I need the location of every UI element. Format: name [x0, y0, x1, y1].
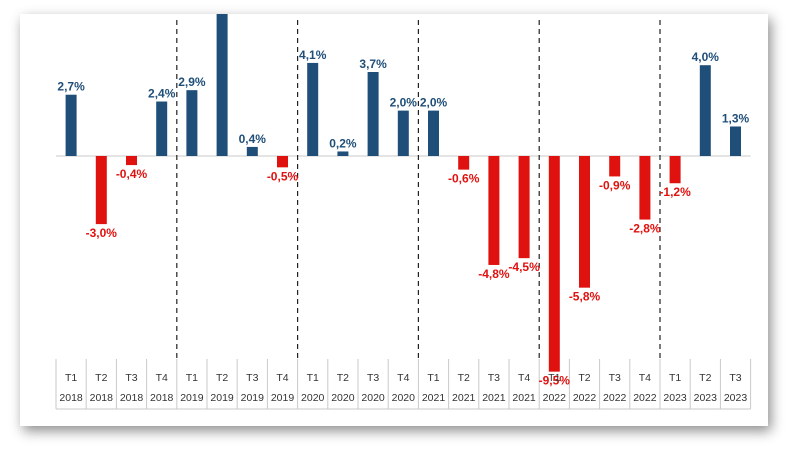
category-quarter-label: T3	[609, 372, 621, 384]
category-quarter-label: T1	[427, 372, 439, 384]
data-label: 3,7%	[359, 57, 387, 71]
data-label: 0,4%	[239, 132, 267, 146]
category-quarter-label: T2	[216, 372, 228, 384]
bar-chart: 2,7% T1 2018 -3,0% T2 2018 -0,4% T3 2018 2,4% T4 20…	[55, 14, 752, 410]
bar	[95, 156, 107, 225]
category-year-label: 2022	[603, 392, 627, 404]
category-year-label: 2020	[361, 392, 385, 404]
data-label: 2,9%	[178, 75, 206, 89]
category-quarter-label: T1	[307, 372, 319, 384]
category-year-label: 2019	[241, 392, 265, 404]
category-quarter-label: T2	[337, 372, 349, 384]
category-year-label: 2023	[663, 392, 687, 404]
data-label: -2,8%	[629, 222, 661, 236]
data-label: -0,6%	[448, 172, 480, 186]
category-year-label: 2022	[543, 392, 567, 404]
category-year-label: 2018	[59, 392, 83, 404]
category-quarter-label: T2	[699, 372, 711, 384]
bar	[730, 126, 741, 156]
category-year-label: 2020	[392, 392, 416, 404]
bar	[277, 156, 288, 168]
bar	[428, 110, 439, 156]
category-year-label: 2021	[422, 392, 446, 404]
category-quarter-label: T3	[125, 372, 137, 384]
category-quarter-label: T2	[458, 372, 470, 384]
category-quarter-label: T2	[578, 372, 590, 384]
data-label: -4,8%	[478, 267, 510, 281]
category-year-label: 2023	[724, 392, 748, 404]
bar	[337, 151, 349, 156]
bar	[307, 62, 319, 156]
bar	[699, 65, 711, 156]
data-label: -5,8%	[569, 290, 601, 304]
category-year-label: 2021	[452, 392, 476, 404]
category-year-label: 2021	[512, 392, 536, 404]
bar	[548, 156, 560, 372]
bar	[367, 72, 379, 156]
category-year-label: 2018	[90, 392, 114, 404]
category-year-label: 2018	[120, 392, 144, 404]
bar	[518, 156, 530, 259]
data-label: -0,4%	[116, 167, 148, 181]
bar	[458, 156, 470, 170]
data-label: 2,0%	[420, 96, 448, 110]
chart-card: 2,7% T1 2018 -3,0% T2 2018 -0,4% T3 2018 2,4% T4 20…	[20, 14, 768, 426]
bar	[65, 94, 77, 156]
category-quarter-label: T1	[186, 372, 198, 384]
category-year-label: 2019	[180, 392, 204, 404]
bar	[246, 146, 258, 156]
category-quarter-label: T3	[367, 372, 379, 384]
category-year-label: 2022	[633, 392, 657, 404]
category-quarter-label: T1	[548, 372, 560, 384]
data-label: -9,5%	[539, 374, 571, 388]
category-quarter-label: T4	[276, 372, 288, 384]
data-label: 4,1%	[299, 48, 327, 62]
data-label: 2,0%	[390, 96, 418, 110]
category-year-label: 2018	[150, 392, 174, 404]
bar	[126, 156, 137, 166]
category-quarter-label: T3	[488, 372, 500, 384]
data-label: 4,0%	[692, 50, 720, 64]
category-quarter-label: T1	[65, 372, 77, 384]
data-label: 1,3%	[722, 111, 750, 125]
category-year-label: 2021	[482, 392, 506, 404]
category-year-label: 2023	[694, 392, 718, 404]
category-year-label: 2020	[301, 392, 325, 404]
category-quarter-label: T4	[156, 372, 168, 384]
data-label: 2,4%	[148, 87, 176, 101]
bar	[216, 14, 228, 156]
bar	[186, 90, 198, 156]
category-year-label: 2022	[573, 392, 597, 404]
category-quarter-label: T3	[246, 372, 258, 384]
category-quarter-label: T4	[397, 372, 409, 384]
data-label: -3,0%	[86, 226, 118, 240]
category-quarter-label: T4	[639, 372, 651, 384]
category-quarter-label: T1	[669, 372, 681, 384]
bar	[579, 156, 590, 288]
bar	[488, 156, 500, 265]
category-year-label: 2019	[271, 392, 295, 404]
category-year-label: 2019	[210, 392, 234, 404]
data-label: -4,5%	[508, 260, 540, 274]
data-label: 0,2%	[329, 136, 357, 150]
bar	[609, 156, 621, 177]
category-quarter-label: T4	[518, 372, 530, 384]
data-label: -0,9%	[599, 178, 631, 192]
bar	[397, 110, 409, 156]
data-label: -0,5%	[267, 169, 299, 183]
data-label: -1,2%	[659, 185, 691, 199]
category-quarter-label: T2	[95, 372, 107, 384]
category-quarter-label: T3	[729, 372, 741, 384]
category-year-label: 2020	[331, 392, 355, 404]
bar	[669, 156, 681, 184]
data-label: 2,7%	[57, 80, 85, 94]
bar	[639, 156, 651, 220]
bar	[156, 101, 168, 156]
